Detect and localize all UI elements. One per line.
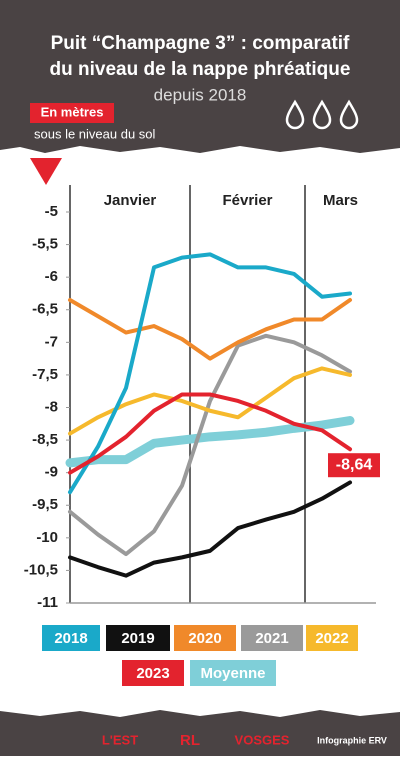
legend-swatch — [306, 625, 358, 651]
y-tick-label: -8,5 — [32, 431, 58, 448]
y-tick-label: -11 — [37, 594, 58, 611]
y-tick-label: -5 — [45, 203, 58, 220]
drops-icon — [285, 99, 359, 130]
legend-swatch — [241, 625, 303, 651]
y-tick-label: -9 — [45, 464, 58, 481]
legend-label: 2021 — [255, 630, 288, 647]
logo: VOSGES — [235, 732, 290, 747]
logo: RL — [180, 732, 200, 749]
logo: L'EST — [102, 732, 138, 747]
value-label-box — [328, 453, 380, 478]
legend-label: 2023 — [136, 665, 169, 682]
series-line — [68, 333, 352, 557]
chart-subtitle: depuis 2018 — [154, 85, 247, 104]
legend-swatch — [42, 625, 100, 651]
month-label: Février — [222, 192, 272, 209]
y-tick-label: -9,5 — [32, 496, 58, 513]
legend-swatch — [174, 625, 236, 651]
chart-title: Puit “Champagne 3” : comparatif — [51, 33, 350, 54]
y-tick-label: -5,5 — [32, 236, 58, 253]
unit-label: En mètres — [41, 104, 104, 119]
legend-label: 2018 — [54, 630, 87, 647]
footer-bar — [0, 722, 400, 756]
legend-label: 2020 — [188, 630, 221, 647]
legend-swatch — [190, 660, 276, 686]
unit-badge — [30, 103, 114, 123]
arrow-icon — [30, 158, 62, 185]
month-label: Janvier — [104, 192, 157, 209]
legend-label: 2022 — [315, 630, 348, 647]
legend-swatch — [106, 625, 170, 651]
value-label: -8,64 — [336, 456, 373, 473]
series-line — [68, 480, 352, 578]
y-tick-label: -10 — [36, 529, 58, 546]
y-tick-label: -8 — [45, 398, 58, 415]
y-tick-label: -10,5 — [24, 561, 58, 578]
chart-title: du niveau de la nappe phréatique — [50, 59, 351, 80]
series-line — [68, 252, 352, 495]
legend-label: Moyenne — [200, 665, 265, 682]
month-label: Mars — [323, 192, 358, 209]
unit-note: sous le niveau du sol — [34, 126, 156, 141]
legend-label: 2019 — [121, 630, 154, 647]
credit: Infographie ERV — [317, 735, 387, 745]
series-line — [68, 392, 352, 475]
y-tick-label: -6,5 — [32, 301, 58, 318]
y-tick-label: -6 — [45, 268, 58, 285]
y-tick-label: -7 — [45, 333, 58, 350]
legend-swatch — [122, 660, 184, 686]
series-line — [68, 297, 352, 361]
y-tick-label: -7,5 — [32, 366, 58, 383]
